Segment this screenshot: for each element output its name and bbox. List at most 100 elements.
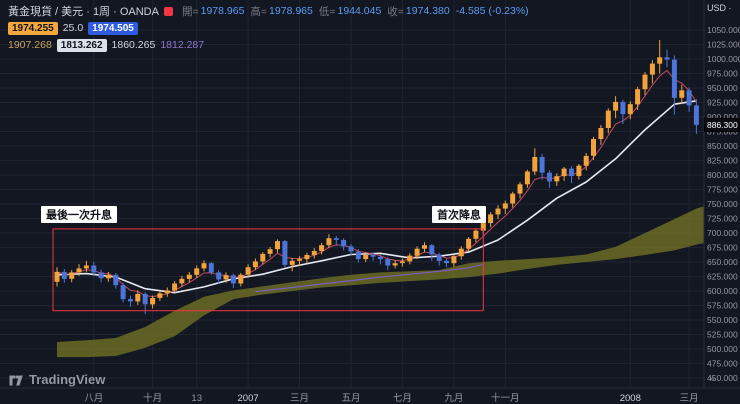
candle	[407, 253, 413, 265]
candle	[693, 99, 699, 134]
svg-text:725.000: 725.000	[707, 214, 738, 224]
candle	[157, 290, 163, 301]
candle	[436, 252, 442, 266]
candle	[76, 264, 82, 276]
candle	[304, 252, 310, 264]
candle	[495, 205, 501, 220]
candle	[216, 270, 222, 284]
candle	[429, 244, 435, 261]
price-axis[interactable]: 450.000 475.000 500.000 525.000 550.000 575.0…	[707, 25, 740, 383]
currency-label[interactable]: USD ·	[707, 3, 732, 13]
candle	[547, 170, 552, 188]
candle	[473, 228, 479, 243]
svg-text:首次降息: 首次降息	[437, 208, 481, 222]
ichimoku-cloud	[57, 206, 704, 358]
candle	[252, 258, 258, 271]
candle	[613, 96, 619, 119]
svg-text:975.000: 975.000	[707, 69, 738, 79]
svg-text:1050.000: 1050.000	[707, 25, 740, 35]
lagging-span-line	[255, 263, 484, 293]
candle	[377, 254, 383, 265]
svg-text:八月: 八月	[84, 393, 103, 404]
annotation-label[interactable]: 最後一次升息	[41, 206, 117, 223]
candle	[458, 246, 464, 260]
symbol-info-row[interactable]: 黃金現貨 / 美元 · 1周 · OANDA 開= 1978.965 高= 1978…	[8, 4, 529, 18]
candle	[297, 256, 302, 267]
indicator1-upper-value: 1974.255	[8, 21, 58, 35]
candle	[444, 259, 449, 268]
svg-text:550.000: 550.000	[707, 315, 738, 325]
candle	[554, 173, 560, 186]
indicator1-mid-value: 25.0	[62, 22, 84, 34]
annotation-label[interactable]: 首次降息	[432, 206, 486, 223]
svg-text:最後一次升息: 最後一次升息	[46, 208, 112, 222]
candle	[583, 153, 589, 171]
tradingview-logo[interactable]: TradingView	[8, 371, 105, 387]
low-label: 低=	[318, 5, 336, 18]
svg-text:675.000: 675.000	[707, 243, 738, 253]
candle	[649, 60, 655, 84]
symbol-title[interactable]: 黃金現貨 / 美元 · 1周 · OANDA	[8, 6, 159, 18]
open-label: 開=	[181, 5, 199, 18]
candle	[186, 271, 192, 283]
svg-text:475.000: 475.000	[707, 359, 738, 369]
candle	[223, 272, 229, 283]
candle	[105, 271, 111, 282]
svg-text:2007: 2007	[238, 393, 259, 404]
candle	[642, 72, 648, 95]
candle	[245, 264, 251, 278]
svg-text:1000.000: 1000.000	[707, 54, 740, 64]
svg-text:700.000: 700.000	[707, 228, 738, 238]
candle	[488, 212, 494, 228]
svg-text:925.000: 925.000	[707, 98, 738, 108]
candle	[392, 260, 398, 269]
svg-text:13: 13	[191, 393, 202, 404]
svg-text:750.000: 750.000	[707, 199, 738, 209]
highlight-rectangle[interactable]	[52, 228, 484, 312]
candle	[179, 275, 185, 287]
svg-text:2008: 2008	[620, 393, 641, 404]
candle	[326, 234, 332, 249]
svg-text:625.000: 625.000	[707, 272, 738, 282]
candle	[172, 281, 178, 293]
open-value: 1978.965	[200, 5, 245, 17]
scale-collapse-icon[interactable]: »	[709, 373, 715, 385]
candlestick-series[interactable]	[54, 39, 699, 315]
time-axis[interactable]: 八月 十月 13 2007 三月 五月 七月 九月 十一月 2008 三月	[84, 392, 698, 404]
candle	[686, 87, 692, 112]
candle	[230, 273, 236, 289]
svg-text:七月: 七月	[393, 393, 412, 404]
indicator-row-1[interactable]: 1974.255 25.0 1974.505	[8, 21, 529, 35]
candle	[370, 252, 376, 261]
svg-text:500.000: 500.000	[707, 344, 738, 354]
svg-text:525.000: 525.000	[707, 330, 738, 340]
svg-text:450.000: 450.000	[707, 373, 738, 383]
candle	[238, 273, 244, 287]
candle	[532, 148, 538, 175]
candle	[569, 166, 574, 184]
current-price-label: 886.300	[704, 117, 740, 132]
candle	[561, 166, 567, 181]
ma-line-red	[56, 69, 697, 297]
candle	[598, 125, 604, 145]
ichimoku-base-value: 1813.262	[56, 38, 107, 52]
low-value: 1944.045	[337, 5, 382, 17]
candle	[671, 55, 677, 115]
ichimoku-conversion-value: 1907.268	[8, 39, 52, 51]
candle	[164, 287, 170, 297]
indicator1-lower-value: 1974.505	[88, 21, 138, 35]
candle	[319, 242, 325, 255]
tradingview-logo-text: TradingView	[29, 371, 106, 387]
candle	[275, 239, 280, 253]
candle	[91, 262, 97, 276]
candle	[451, 254, 457, 267]
candle	[679, 84, 685, 105]
indicator-row-2[interactable]: 1907.268 1813.262 1860.265 1812.287	[8, 38, 529, 52]
candle	[348, 244, 354, 256]
svg-text:775.000: 775.000	[707, 185, 738, 195]
tradingview-logo-icon	[9, 375, 23, 386]
svg-text:十月: 十月	[143, 392, 162, 404]
candle	[282, 240, 288, 268]
